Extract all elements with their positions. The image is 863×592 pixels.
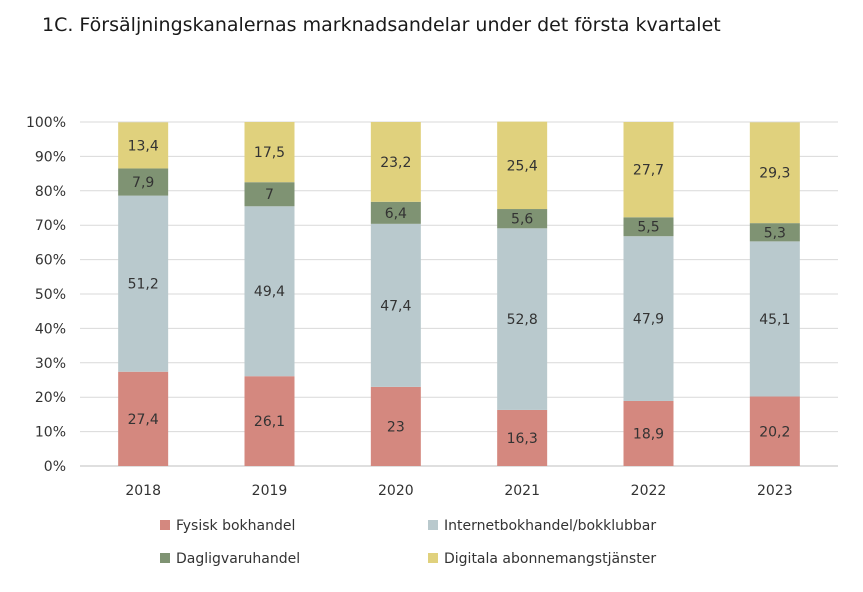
y-tick-label: 60% — [35, 253, 66, 269]
data-label: 27,4 — [128, 412, 159, 428]
legend-swatch — [160, 553, 170, 563]
data-label: 5,3 — [764, 225, 786, 241]
data-label: 51,2 — [128, 277, 159, 293]
data-label: 47,4 — [380, 298, 411, 314]
legend-label: Dagligvaruhandel — [176, 551, 300, 567]
data-label: 27,7 — [633, 163, 664, 179]
data-label: 7 — [265, 187, 274, 203]
y-tick-label: 80% — [35, 184, 66, 200]
x-tick-label: 2018 — [125, 483, 161, 499]
legend-swatch — [428, 553, 438, 563]
data-label: 23,2 — [380, 155, 411, 171]
data-label: 49,4 — [254, 284, 285, 300]
bar-segment — [370, 223, 421, 387]
bar-segment — [244, 182, 295, 207]
legend-label: Fysisk bokhandel — [176, 518, 295, 534]
bar-segment — [244, 206, 295, 377]
bar-segment — [497, 228, 548, 410]
bar-segment — [497, 409, 548, 466]
bar-segment — [623, 400, 674, 466]
bar-segment — [370, 386, 421, 466]
legend-item: Internetbokhandel/bokklubbar — [428, 518, 656, 534]
legend-item: Digitala abonnemangstjänster — [428, 551, 656, 567]
legend-label: Internetbokhandel/bokklubbar — [444, 518, 656, 534]
x-tick-label: 2023 — [757, 483, 793, 499]
bar-segment — [118, 168, 169, 196]
data-label: 7,9 — [132, 175, 154, 191]
x-tick-label: 2019 — [252, 483, 288, 499]
data-label: 5,5 — [637, 220, 659, 236]
legend-item: Fysisk bokhandel — [160, 518, 295, 534]
data-label: 20,2 — [759, 424, 790, 440]
chart-title: 1C. Försäljningskanalernas marknadsandel… — [42, 14, 721, 36]
y-tick-label: 40% — [35, 321, 66, 337]
y-tick-label: 70% — [35, 218, 66, 234]
data-label: 47,9 — [633, 312, 664, 328]
bar-segment — [497, 121, 548, 210]
data-label: 13,4 — [128, 138, 159, 154]
y-tick-label: 30% — [35, 356, 66, 372]
y-tick-label: 20% — [35, 390, 66, 406]
data-label: 45,1 — [759, 312, 790, 328]
y-tick-label: 90% — [35, 149, 66, 165]
bar-segment — [623, 217, 674, 237]
data-label: 18,9 — [633, 426, 664, 442]
data-label: 23 — [387, 419, 405, 435]
data-label: 17,5 — [254, 145, 285, 161]
data-label: 5,6 — [511, 212, 533, 228]
bar-segment — [118, 371, 169, 466]
bar-segment — [749, 223, 800, 242]
y-tick-label: 50% — [35, 287, 66, 303]
x-tick-label: 2020 — [378, 483, 414, 499]
legend-label: Digitala abonnemangstjänster — [444, 551, 656, 567]
bar-segment — [370, 201, 421, 224]
bar-segment — [749, 396, 800, 466]
legend-swatch — [428, 520, 438, 530]
bar-segment — [370, 122, 421, 202]
data-label: 16,3 — [507, 431, 538, 447]
bar-segment — [623, 236, 674, 401]
bar-segment — [118, 122, 169, 169]
x-tick-label: 2022 — [631, 483, 667, 499]
data-label: 6,4 — [385, 206, 407, 222]
bar-segment — [749, 122, 800, 224]
bar-segment — [497, 209, 548, 229]
bar-segment — [244, 376, 295, 466]
y-tick-label: 100% — [26, 115, 66, 131]
data-label: 29,3 — [759, 166, 790, 182]
legend-item: Dagligvaruhandel — [160, 551, 300, 567]
data-label: 52,8 — [507, 312, 538, 328]
bar-segment — [749, 241, 800, 397]
y-tick-label: 0% — [44, 459, 66, 475]
legend-swatch — [160, 520, 170, 530]
x-tick-label: 2021 — [504, 483, 540, 499]
y-tick-label: 10% — [35, 425, 66, 441]
data-label: 26,1 — [254, 414, 285, 430]
data-label: 25,4 — [507, 158, 538, 174]
bar-segment — [118, 195, 169, 372]
bar-segment — [623, 122, 674, 218]
bar-segment — [244, 122, 295, 183]
